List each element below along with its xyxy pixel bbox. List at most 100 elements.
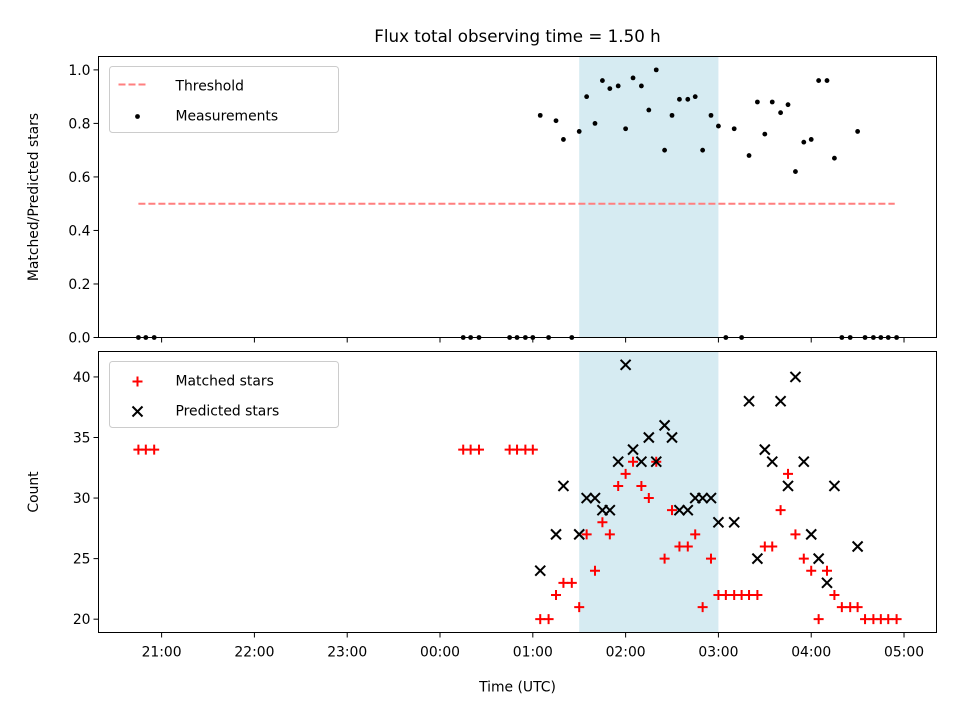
matched-star-point bbox=[697, 602, 708, 613]
ratio-axes: 0.0 0.2 0.4 0.6 0.8 1.0 Matched/Predicted star… bbox=[26, 56, 937, 347]
predicted-star-point bbox=[743, 395, 755, 407]
x-tick-label: 21:00 bbox=[142, 645, 182, 661]
matched-star-point bbox=[558, 577, 569, 588]
matched-star-point bbox=[806, 565, 817, 576]
predicted-star-point bbox=[696, 492, 709, 504]
predicted-star-point bbox=[658, 419, 671, 432]
y-tick-label: 40 bbox=[73, 370, 91, 386]
y-tick-label: 25 bbox=[73, 552, 91, 568]
predicted-star-point bbox=[805, 528, 817, 541]
legend-label: Measurements bbox=[176, 109, 279, 125]
predicted-star-point bbox=[550, 528, 562, 541]
predicted-star-point bbox=[812, 552, 825, 565]
matched-star-point bbox=[543, 614, 554, 625]
predicted-star-point bbox=[774, 395, 787, 407]
legend-box bbox=[109, 361, 339, 428]
legend-label: Threshold bbox=[175, 79, 244, 95]
matched-star-point bbox=[512, 444, 523, 455]
predicted-star-point bbox=[635, 456, 648, 468]
measurement-point bbox=[762, 131, 768, 137]
predicted-star-point bbox=[643, 431, 655, 444]
measurement-point bbox=[855, 129, 861, 134]
predicted-star-point bbox=[627, 443, 639, 456]
predicted-star-point bbox=[612, 456, 624, 468]
x-tick-label: 01:00 bbox=[513, 645, 553, 661]
measurement-point bbox=[630, 75, 636, 81]
legend: Matched stars Predicted stars bbox=[109, 361, 339, 428]
x-tick-label: 03:00 bbox=[698, 645, 738, 661]
predicted-star-point bbox=[728, 516, 740, 528]
y-tick-label: 0.2 bbox=[68, 277, 90, 293]
matched-star-point bbox=[620, 468, 631, 479]
matched-star-point bbox=[682, 541, 693, 552]
predicted-star-point bbox=[751, 552, 764, 565]
matched-star-point bbox=[659, 553, 670, 564]
measurement-point bbox=[576, 129, 582, 134]
predicted-star-point bbox=[828, 480, 841, 492]
measurement-point bbox=[553, 118, 559, 124]
predicted-star-point bbox=[534, 565, 546, 577]
matched-star-point bbox=[752, 589, 763, 600]
measurement-point bbox=[537, 112, 543, 118]
matched-star-point bbox=[775, 505, 786, 516]
matched-star-point bbox=[465, 444, 476, 455]
predicted-star-point bbox=[650, 456, 662, 468]
predicted-star-point bbox=[789, 371, 802, 383]
measurement-point bbox=[600, 78, 605, 83]
matched-star-point bbox=[829, 589, 840, 600]
x-tick-label: 22:00 bbox=[234, 645, 274, 661]
predicted-star-point bbox=[573, 528, 585, 541]
legend-box bbox=[109, 66, 339, 133]
measurement-point bbox=[778, 110, 783, 116]
y-tick-label: 35 bbox=[73, 430, 91, 446]
measurement-point bbox=[731, 126, 737, 132]
predicted-star-point bbox=[589, 492, 601, 504]
matched-star-point bbox=[705, 553, 716, 564]
legend-measurement-key bbox=[135, 114, 140, 119]
legend: Threshold Measurements bbox=[109, 66, 339, 133]
measurement-point bbox=[824, 78, 830, 83]
measurement-point bbox=[615, 83, 621, 89]
matched-star-point bbox=[597, 517, 608, 528]
chart-title: Flux total observing time = 1.50 h bbox=[374, 26, 660, 46]
axes-frame bbox=[98, 56, 937, 338]
observing-window-band bbox=[579, 351, 719, 633]
predicted-star-point bbox=[673, 504, 686, 516]
legend-label: Matched stars bbox=[176, 374, 274, 390]
matched-star-point bbox=[527, 444, 538, 455]
measurement-point bbox=[607, 86, 613, 92]
measurement-point bbox=[662, 147, 667, 153]
matched-star-point bbox=[149, 444, 160, 455]
matched-star-point bbox=[790, 529, 801, 540]
matched-star-point bbox=[891, 614, 902, 625]
legend-label: Predicted stars bbox=[176, 404, 280, 420]
predicted-star-point bbox=[851, 540, 864, 553]
matched-star-point bbox=[581, 529, 592, 540]
y-tick-label: 0.4 bbox=[68, 223, 90, 239]
predicted-star-point bbox=[821, 577, 833, 589]
axes-frame bbox=[98, 351, 937, 633]
measurement-point bbox=[769, 99, 775, 105]
measurement-point bbox=[816, 78, 822, 83]
x-tick-label: 23:00 bbox=[327, 645, 367, 661]
matched-star-point bbox=[535, 614, 546, 625]
observing-window-band bbox=[579, 56, 719, 338]
measurement-point bbox=[708, 112, 714, 118]
matched-star-point bbox=[574, 602, 585, 613]
matched-star-point bbox=[883, 614, 894, 625]
measurement-point bbox=[646, 107, 652, 113]
x-tick-label: 04:00 bbox=[791, 645, 831, 661]
measurement-point bbox=[584, 94, 590, 100]
measurement-point bbox=[700, 147, 706, 153]
matched-star-point bbox=[783, 468, 794, 479]
predicted-star-point bbox=[712, 516, 725, 528]
measurement-point bbox=[746, 153, 752, 158]
y-tick-label: 0.0 bbox=[68, 331, 90, 347]
measurement-point bbox=[801, 139, 807, 145]
measurement-point bbox=[638, 83, 644, 89]
measurement-point bbox=[716, 123, 721, 129]
predicted-star-point bbox=[782, 480, 794, 492]
x-tick-label: 05:00 bbox=[884, 645, 924, 661]
matched-star-point bbox=[674, 541, 685, 552]
